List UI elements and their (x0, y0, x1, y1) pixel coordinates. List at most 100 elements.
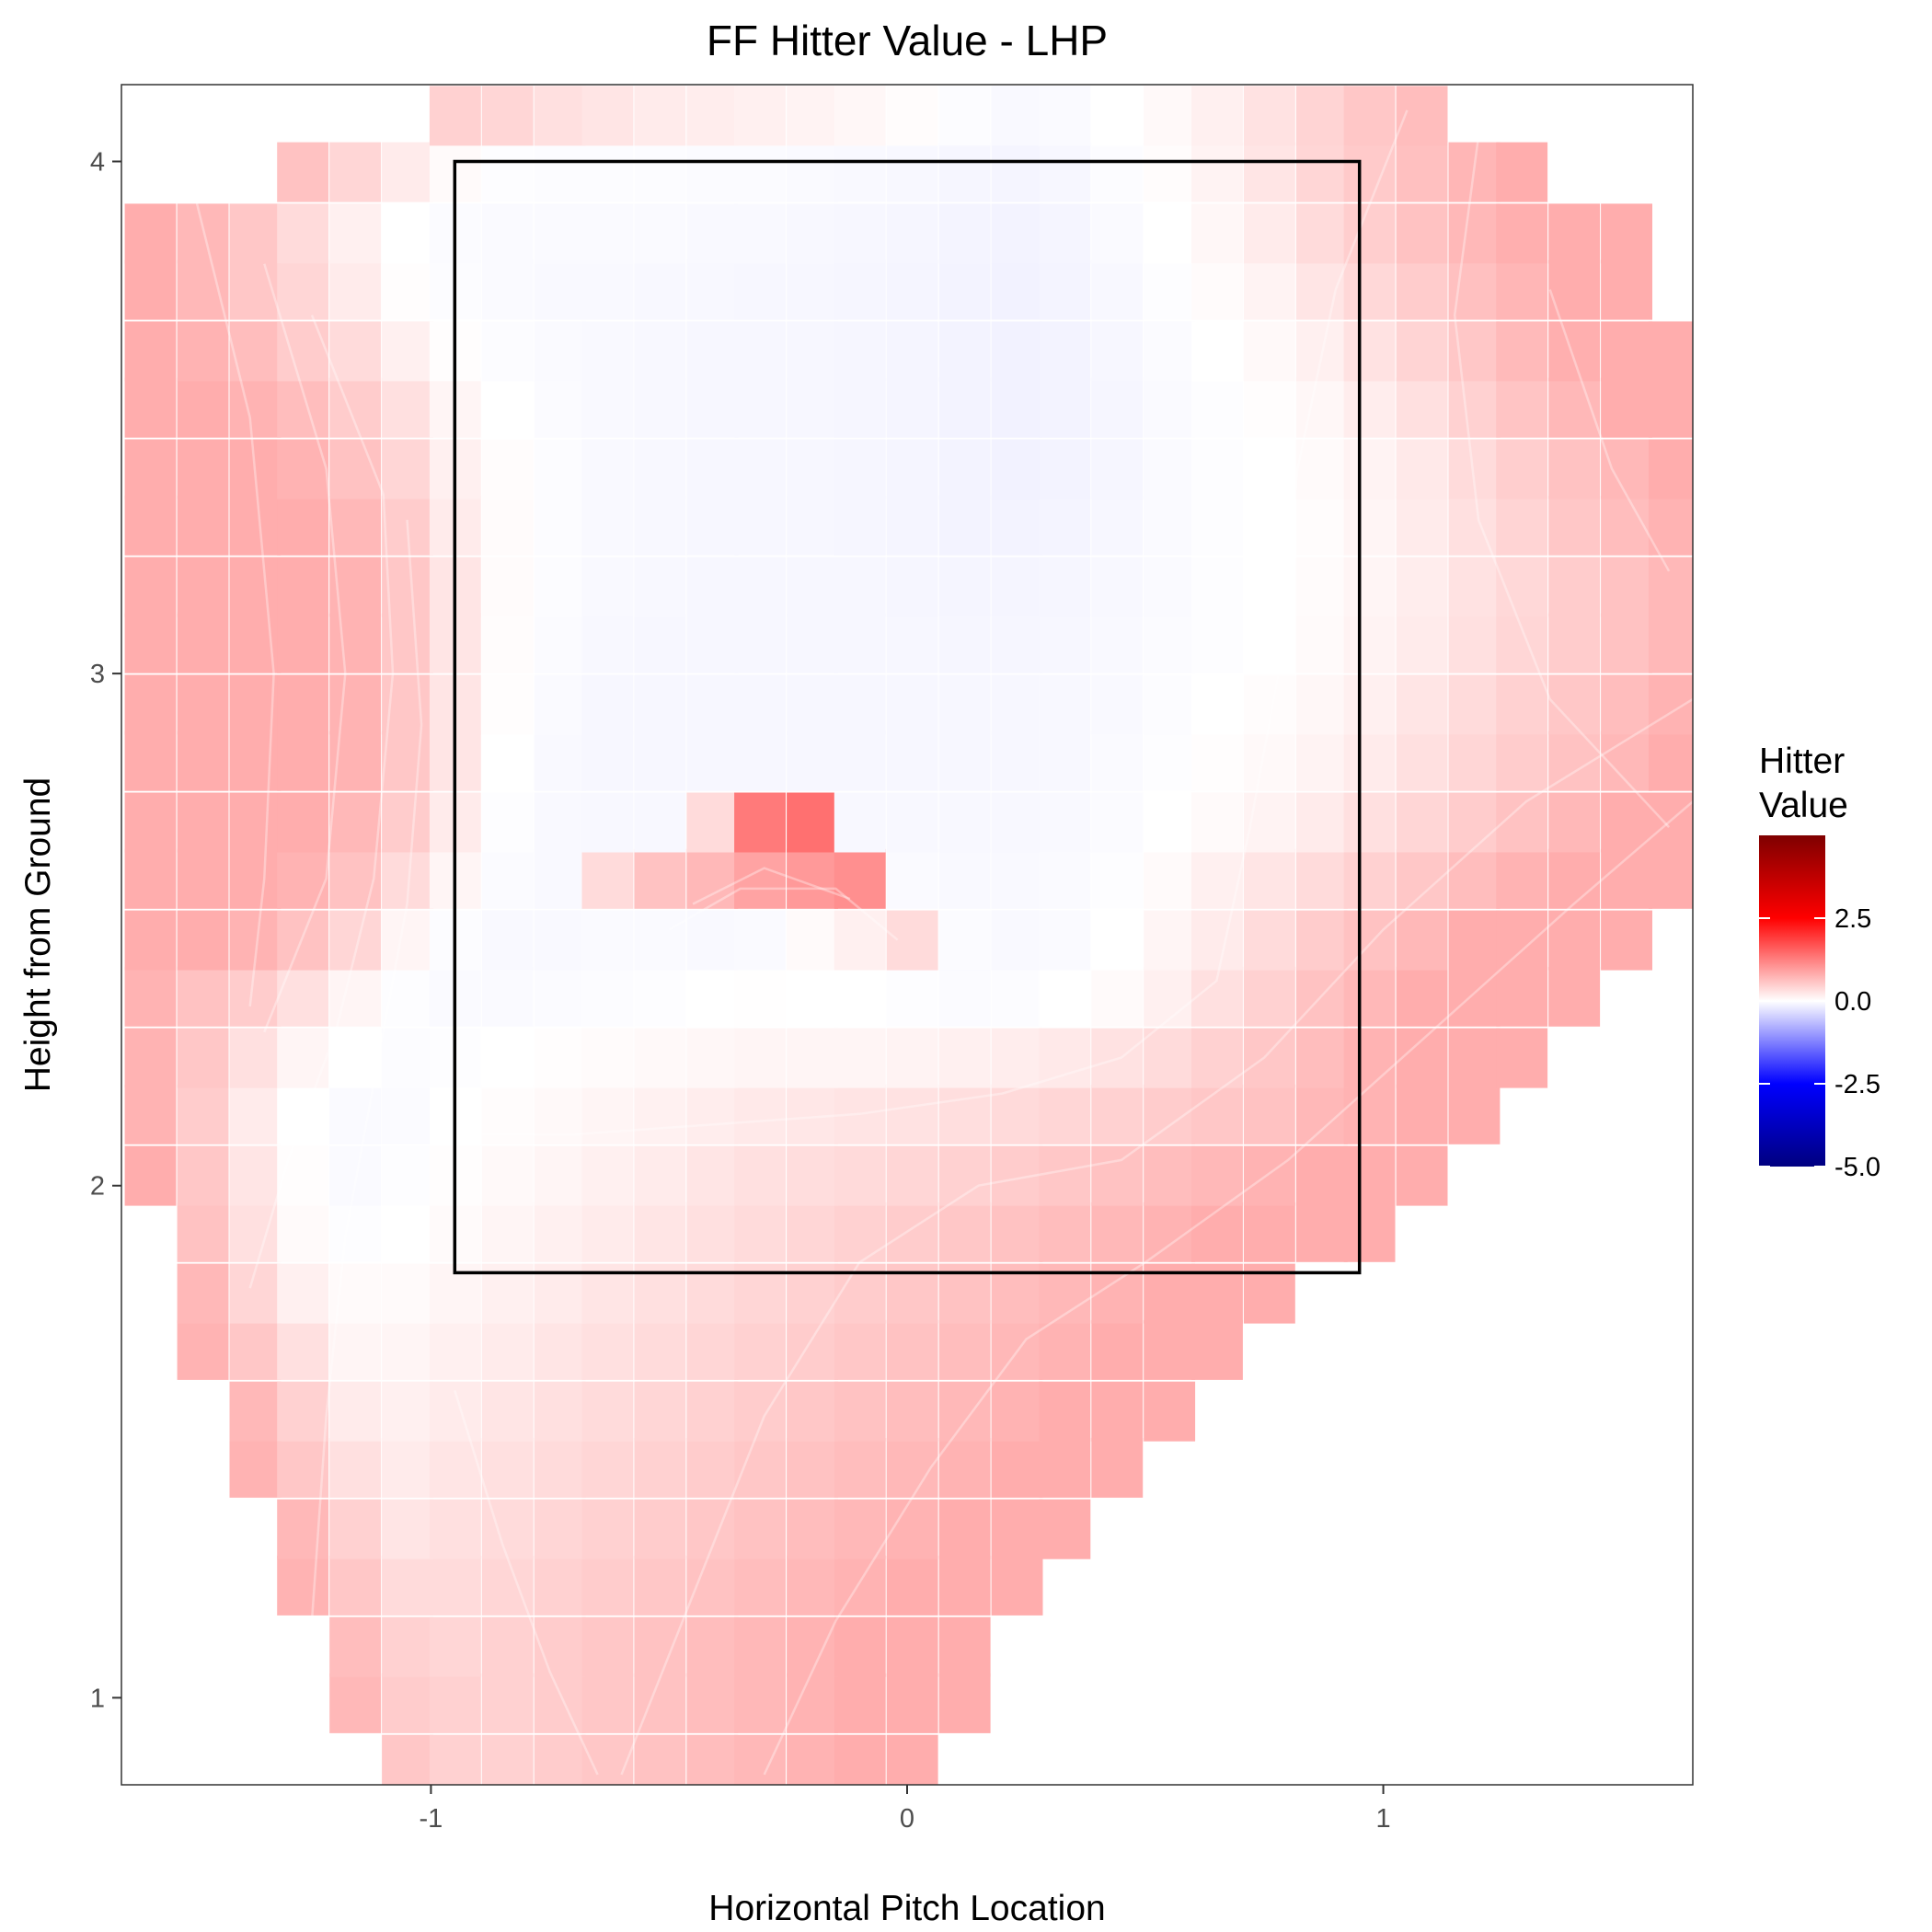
heatmap-cell (1396, 86, 1448, 146)
heatmap-cell (1396, 321, 1448, 382)
heatmap-cell (1548, 966, 1601, 1027)
heatmap-cell (1448, 259, 1501, 320)
heatmap-cell (229, 557, 282, 617)
heatmap-cell (581, 203, 634, 264)
heatmap-cell (734, 1734, 786, 1785)
heatmap-cell (124, 613, 177, 673)
heatmap-cell (686, 1616, 739, 1677)
heatmap-cell (1039, 613, 1091, 673)
heatmap-cell (1396, 259, 1448, 320)
heatmap-cell (229, 495, 282, 556)
heatmap-cell (1243, 1028, 1295, 1088)
x-tick-label: 1 (1376, 1804, 1391, 1834)
heatmap-cell (382, 1028, 433, 1088)
heatmap-cell (581, 910, 634, 971)
heatmap-cell (834, 1145, 886, 1206)
heatmap-cell (938, 792, 991, 853)
heatmap-cell (734, 439, 786, 500)
heatmap-cell (991, 259, 1043, 320)
heatmap-cell (481, 730, 534, 791)
heatmap-cell (991, 674, 1043, 735)
heatmap-cell (834, 1381, 886, 1442)
heatmap-cell (1548, 321, 1601, 382)
heatmap-cell (938, 1499, 991, 1559)
heatmap-cell (581, 848, 634, 909)
heatmap-cell (1243, 557, 1295, 617)
heatmap-cell (787, 86, 838, 146)
heatmap-cell (1091, 259, 1144, 320)
heatmap-cell (634, 848, 686, 909)
heatmap-cell (1243, 1145, 1295, 1206)
heatmap-cell (686, 966, 739, 1027)
heatmap-cell (481, 495, 534, 556)
heatmap-cell (229, 203, 282, 264)
heatmap-cell (634, 377, 686, 438)
heatmap-cell (1648, 674, 1693, 735)
heatmap-cell (1039, 439, 1091, 500)
heatmap-cell (581, 377, 634, 438)
heatmap-cell (329, 1616, 382, 1677)
heatmap-cell (834, 1319, 886, 1380)
heatmap-cell (1295, 377, 1348, 438)
heatmap-cell (534, 86, 586, 146)
heatmap-cell (382, 142, 433, 202)
heatmap-cell (534, 1437, 586, 1498)
heatmap-cell (886, 910, 938, 971)
heatmap-cell (1396, 142, 1448, 202)
heatmap-cell (886, 674, 938, 735)
heatmap-cell (229, 1145, 282, 1206)
heatmap-cell (581, 1616, 634, 1677)
heatmap-cell (382, 1084, 433, 1144)
heatmap-cell (1343, 1145, 1396, 1206)
heatmap-cell (1144, 966, 1196, 1027)
heatmap-cell (938, 1673, 991, 1733)
heatmap-cell (329, 730, 382, 791)
heatmap-cell (1496, 321, 1548, 382)
heatmap-cell (1144, 377, 1196, 438)
heatmap-cell (177, 730, 229, 791)
heatmap-cell (1039, 321, 1091, 382)
heatmap-cell (277, 792, 329, 853)
heatmap-cell (787, 1616, 838, 1677)
heatmap-cell (177, 1028, 229, 1088)
heatmap-cell (734, 730, 786, 791)
heatmap-cell (991, 1381, 1043, 1442)
heatmap-cell (534, 1555, 586, 1616)
y-tick-label: 1 (90, 1684, 105, 1713)
legend-tick-label: -2.5 (1834, 1070, 1880, 1099)
heatmap-cell (938, 259, 991, 320)
heatmap-cell (834, 792, 886, 853)
heatmap-cell (1295, 203, 1348, 264)
heatmap-cell (1144, 321, 1196, 382)
heatmap-cell (634, 1381, 686, 1442)
heatmap-cell (1039, 1437, 1091, 1498)
heatmap-cell (787, 377, 838, 438)
heatmap-cell (1448, 966, 1501, 1027)
heatmap-cell (686, 1381, 739, 1442)
heatmap-cell (382, 1555, 433, 1616)
heatmap-cell (787, 966, 838, 1027)
heatmap-cell (124, 966, 177, 1027)
heatmap-cell (481, 1499, 534, 1559)
heatmap-cell (1295, 674, 1348, 735)
heatmap-cell (277, 142, 329, 202)
heatmap-cell (1144, 259, 1196, 320)
heatmap-cell (991, 557, 1043, 617)
heatmap-cell (1039, 1145, 1091, 1206)
heatmap-cell (481, 1145, 534, 1206)
heatmap-cell (634, 1555, 686, 1616)
heatmap-cell (938, 1028, 991, 1088)
heatmap-cell (734, 1202, 786, 1262)
heatmap-cell (1601, 730, 1652, 791)
heatmap-cell (1091, 966, 1144, 1027)
heatmap-cell (1295, 495, 1348, 556)
heatmap-cell (938, 1437, 991, 1498)
heatmap-cell (277, 1263, 329, 1324)
heatmap-cell (1039, 674, 1091, 735)
heatmap-cell (429, 1499, 481, 1559)
heatmap-cell (1091, 1084, 1144, 1144)
heatmap-cell (938, 86, 991, 146)
heatmap-cell (634, 730, 686, 791)
heatmap-cell (382, 674, 433, 735)
contour-line (620, 697, 1693, 1776)
